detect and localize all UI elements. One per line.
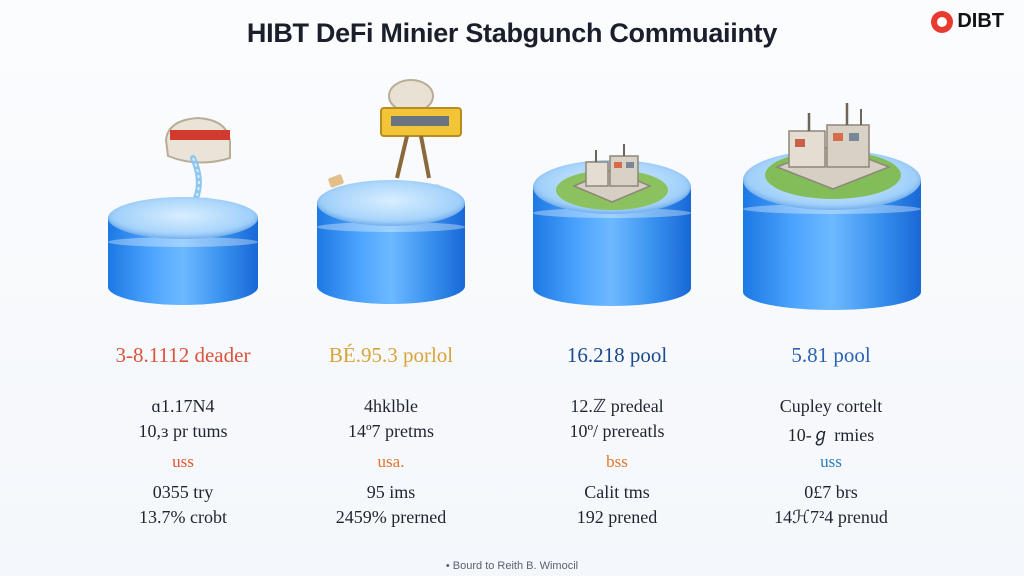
- pool-column-2: BÉ.95.3 porlol 4hklble 14º7 pretms usa. …: [271, 0, 511, 576]
- stat-line-1: ɑ1.17Ν4: [151, 396, 215, 416]
- stat-line-5: 192 prened: [576, 507, 658, 527]
- mining-facility-icon: [556, 144, 668, 210]
- page-title: HIBT DeFi Minier Stabgunch Commuaiinty: [246, 18, 778, 48]
- stat-line-2: 10-ℊ rmies: [787, 425, 875, 445]
- logo-mark-icon: [931, 10, 954, 33]
- pool-headline: 16.218 pool: [566, 343, 668, 367]
- logo-text: DIBT: [957, 10, 1004, 32]
- pool-headline: 3-8.1112 deader: [115, 343, 251, 367]
- stat-line-2: 14º7 pretms: [347, 421, 435, 441]
- mining-plant-icon: [765, 103, 901, 199]
- currency-label: uss: [172, 452, 194, 471]
- pool-cylinder: [317, 180, 465, 304]
- pool-column-4: 5.81 pool Cupley cortelt 10-ℊ rmies uss …: [711, 0, 951, 576]
- currency-label: uss: [820, 452, 842, 471]
- stat-line-4: Calit tms: [584, 482, 650, 502]
- stat-line-4: 0£7 brs: [804, 482, 858, 502]
- pool-column-1: 3-8.1112 deader ɑ1.17Ν4 10,ɜ pr tums uss…: [63, 0, 303, 576]
- currency-label: usa.: [377, 452, 405, 471]
- stat-line-5: 14ℋ7²4 prenud: [774, 507, 888, 527]
- currency-label: bss: [606, 452, 628, 471]
- brand-logo: DIBT: [931, 10, 1004, 33]
- stat-line-4: 95 ims: [366, 482, 416, 502]
- stat-line-4: 0355 try: [152, 482, 214, 502]
- stat-line-1: 12.ℤ predeal: [570, 396, 664, 416]
- stat-line-1: 4hklble: [364, 396, 418, 416]
- stat-line-1: Cupley cortelt: [779, 396, 883, 416]
- stat-line-2: 10,ɜ pr tums: [138, 421, 228, 441]
- stat-line-5: 13.7% crobt: [139, 507, 227, 527]
- pool-headline: BÉ.95.3 porlol: [328, 343, 454, 367]
- stat-line-2: 10º/ prereatls: [569, 421, 665, 441]
- pool-column-3: 16.218 pool 12.ℤ predeal 10º/ prereatls …: [497, 0, 737, 576]
- pool-headline: 5.81 pool: [791, 343, 871, 367]
- footer-caption: • Bourd to Reith B. Wimocil: [445, 560, 579, 572]
- pool-cylinder: [108, 197, 258, 305]
- stat-line-5: 2459% prerned: [335, 507, 447, 527]
